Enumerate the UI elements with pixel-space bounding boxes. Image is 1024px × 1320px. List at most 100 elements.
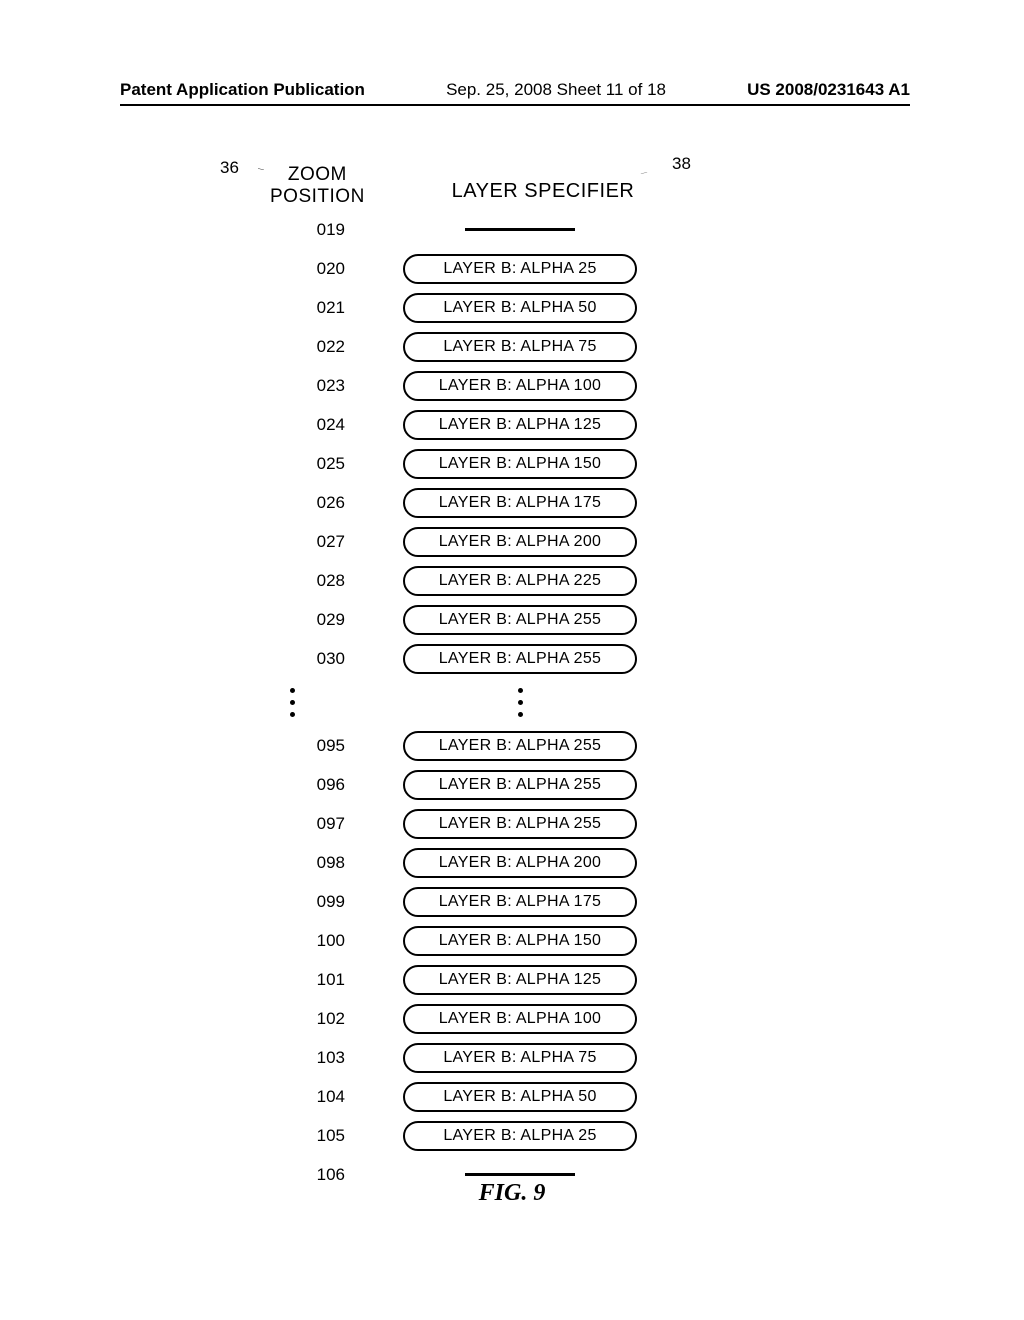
page: Patent Application Publication Sep. 25, … (0, 0, 1024, 1320)
layer-pill: LAYER B: ALPHA 25 (403, 254, 637, 284)
layer-specifier-cell: LAYER B: ALPHA 150 (395, 449, 645, 479)
table-row: 028 LAYER B: ALPHA 225 (230, 561, 710, 600)
layer-specifier-cell: LAYER B: ALPHA 200 (395, 848, 645, 878)
zoom-position-cell: 021 (230, 298, 395, 318)
zoom-position-cell: 024 (230, 415, 395, 435)
layer-specifier-cell: LAYER B: ALPHA 75 (395, 1043, 645, 1073)
zoom-position-cell: 095 (230, 736, 395, 756)
zoom-position-cell: 019 (230, 220, 395, 240)
column-header-layer: LAYER SPECIFIER (418, 180, 668, 203)
layer-pill: LAYER B: ALPHA 175 (403, 488, 637, 518)
table-row: 027 LAYER B: ALPHA 200 (230, 522, 710, 561)
figure-label: FIG. 9 (0, 1180, 1024, 1207)
zoom-position-cell: 099 (230, 892, 395, 912)
layer-specifier-cell: LAYER B: ALPHA 255 (395, 605, 645, 635)
page-header: Patent Application Publication Sep. 25, … (120, 80, 910, 100)
table-row: 105LAYER B: ALPHA 25 (230, 1116, 710, 1155)
layer-pill: LAYER B: ALPHA 100 (403, 371, 637, 401)
table-row: 022 LAYER B: ALPHA 75 (230, 327, 710, 366)
table-row: 026 LAYER B: ALPHA 175 (230, 483, 710, 522)
layer-pill: LAYER B: ALPHA 175 (403, 887, 637, 917)
header-publication: Patent Application Publication (120, 80, 365, 100)
zoom-position-cell: 028 (230, 571, 395, 591)
layer-pill: LAYER B: ALPHA 255 (403, 770, 637, 800)
layer-specifier-cell: LAYER B: ALPHA 175 (395, 887, 645, 917)
table-row: 101 LAYER B: ALPHA 125 (230, 960, 710, 999)
layer-pill: LAYER B: ALPHA 75 (403, 332, 637, 362)
reference-number-36: 36 (220, 158, 239, 178)
zoom-position-cell: 023 (230, 376, 395, 396)
layer-pill: LAYER B: ALPHA 200 (403, 527, 637, 557)
zoom-position-cell: 100 (230, 931, 395, 951)
layer-specifier-cell: LAYER B: ALPHA 255 (395, 731, 645, 761)
zoom-position-cell: 098 (230, 853, 395, 873)
zoom-position-cell: 103 (230, 1048, 395, 1068)
zoom-position-cell: 104 (230, 1087, 395, 1107)
layer-specifier-cell (395, 1173, 645, 1176)
layer-specifier-cell: LAYER B: ALPHA 255 (395, 644, 645, 674)
layer-pill: LAYER B: ALPHA 150 (403, 449, 637, 479)
layer-pill: LAYER B: ALPHA 125 (403, 410, 637, 440)
zoom-position-cell: 022 (230, 337, 395, 357)
table-row: 096 LAYER B: ALPHA 255 (230, 765, 710, 804)
layer-specifier-cell (395, 228, 645, 231)
table-row: 020 LAYER B: ALPHA 25 (230, 249, 710, 288)
zoom-header-line2: POSITION (270, 186, 365, 207)
table-row: 024 LAYER B: ALPHA 125 (230, 405, 710, 444)
layer-pill: LAYER B: ALPHA 25 (403, 1121, 637, 1151)
zoom-position-cell (230, 683, 395, 721)
layer-specifier-cell (395, 683, 645, 721)
zoom-position-cell: 097 (230, 814, 395, 834)
layer-specifier-cell: LAYER B: ALPHA 175 (395, 488, 645, 518)
layer-specifier-cell: LAYER B: ALPHA 50 (395, 293, 645, 323)
layer-specifier-cell: LAYER B: ALPHA 50 (395, 1082, 645, 1112)
layer-specifier-cell: LAYER B: ALPHA 75 (395, 332, 645, 362)
layer-pill: LAYER B: ALPHA 255 (403, 644, 637, 674)
layer-pill: LAYER B: ALPHA 100 (403, 1004, 637, 1034)
zoom-position-cell: 026 (230, 493, 395, 513)
layer-pill: LAYER B: ALPHA 255 (403, 731, 637, 761)
column-header-zoom: ZOOM POSITION (270, 164, 365, 208)
header-patent-number: US 2008/0231643 A1 (747, 80, 910, 100)
zoom-position-cell: 101 (230, 970, 395, 990)
table-row: 099 LAYER B: ALPHA 175 (230, 882, 710, 921)
layer-pill: LAYER B: ALPHA 225 (403, 566, 637, 596)
layer-specifier-cell: LAYER B: ALPHA 25 (395, 254, 645, 284)
table-row: 104 LAYER B: ALPHA 50 (230, 1077, 710, 1116)
layer-specifier-cell: LAYER B: ALPHA 125 (395, 410, 645, 440)
layer-specifier-cell: LAYER B: ALPHA 255 (395, 809, 645, 839)
header-sheet-info: Sep. 25, 2008 Sheet 11 of 18 (446, 80, 666, 100)
table-row: 095 LAYER B: ALPHA 255 (230, 726, 710, 765)
zoom-position-cell: 096 (230, 775, 395, 795)
table-row: 030 LAYER B: ALPHA 255 (230, 639, 710, 678)
separator-bar (465, 1173, 575, 1176)
zoom-position-cell: 030 (230, 649, 395, 669)
separator-bar (465, 228, 575, 231)
table-row: 019 (230, 210, 710, 249)
layer-pill: LAYER B: ALPHA 255 (403, 605, 637, 635)
zoom-position-cell: 025 (230, 454, 395, 474)
zoom-position-cell: 020 (230, 259, 395, 279)
layer-pill: LAYER B: ALPHA 75 (403, 1043, 637, 1073)
zoom-header-line1: ZOOM (288, 164, 347, 185)
layer-specifier-cell: LAYER B: ALPHA 25 (395, 1121, 645, 1151)
table-row (230, 678, 710, 726)
zoom-position-cell: 027 (230, 532, 395, 552)
leader-line-38 (618, 172, 670, 174)
table-row: 100LAYER B: ALPHA 150 (230, 921, 710, 960)
table-row: 103 LAYER B: ALPHA 75 (230, 1038, 710, 1077)
layer-specifier-cell: LAYER B: ALPHA 100 (395, 371, 645, 401)
table-row: 025 LAYER B: ALPHA 150 (230, 444, 710, 483)
vertical-ellipsis-icon (290, 683, 295, 721)
layer-specifier-cell: LAYER B: ALPHA 225 (395, 566, 645, 596)
layer-specifier-cell: LAYER B: ALPHA 255 (395, 770, 645, 800)
table-body: 019020LAYER B: ALPHA 25021LAYER B: ALPHA… (230, 210, 710, 1194)
zoom-position-cell: 102 (230, 1009, 395, 1029)
layer-pill: LAYER B: ALPHA 200 (403, 848, 637, 878)
table-row: 098 LAYER B: ALPHA 200 (230, 843, 710, 882)
layer-pill: LAYER B: ALPHA 50 (403, 1082, 637, 1112)
table-row: 029LAYER B: ALPHA 255 (230, 600, 710, 639)
table-row: 023 LAYER B: ALPHA 100 (230, 366, 710, 405)
layer-pill: LAYER B: ALPHA 125 (403, 965, 637, 995)
layer-pill: LAYER B: ALPHA 255 (403, 809, 637, 839)
